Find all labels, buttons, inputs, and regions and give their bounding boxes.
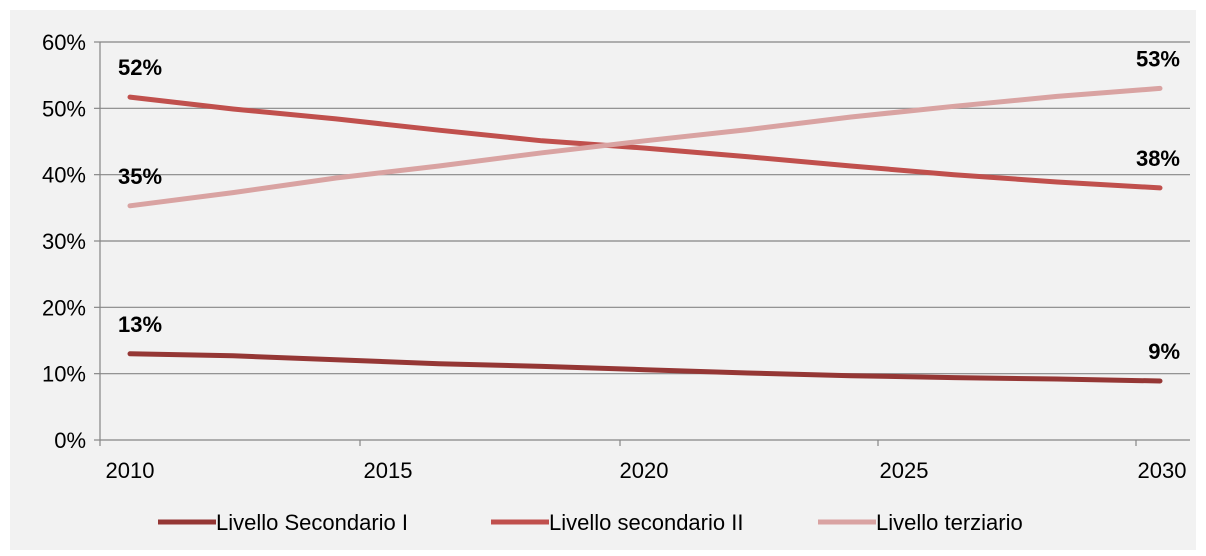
series-line-3 [127,85,1163,209]
data-labels: 13% 9% 52% 38% 35% 53% [118,46,1180,364]
x-tick-label: 2015 [364,458,413,483]
series-line-1 [127,351,1163,384]
legend-label: Livello Secondario I [216,510,408,535]
data-label: 13% [118,312,162,337]
x-tick-label: 2030 [1138,458,1187,483]
y-tick-label: 30% [42,229,86,254]
x-tick-label: 2025 [880,458,929,483]
series-line-2 [127,94,1163,191]
x-tick-label: 2020 [620,458,669,483]
y-tick-label: 10% [42,362,86,387]
y-tick-label: 0% [54,428,86,453]
y-tick-label: 60% [42,30,86,55]
grid-lines [100,41,1190,375]
legend-label: Livello secondario II [549,510,743,535]
y-tick-label: 20% [42,295,86,320]
data-label: 52% [118,55,162,80]
data-label: 53% [1136,46,1180,71]
y-axis-ticks: 0% 10% 20% 30% 40% 50% 60% [42,30,100,453]
y-tick-label: 50% [42,96,86,121]
series-lines [127,85,1163,384]
legend: Livello Secondario I Livello secondario I… [158,510,1023,535]
data-label: 35% [118,164,162,189]
legend-label: Livello terziario [876,510,1023,535]
y-tick-label: 40% [42,163,86,188]
x-axis-ticks: 2010 2015 2020 2025 2030 [99,440,1187,483]
data-label: 38% [1136,146,1180,171]
data-label: 9% [1148,339,1180,364]
x-tick-label: 2010 [106,458,155,483]
